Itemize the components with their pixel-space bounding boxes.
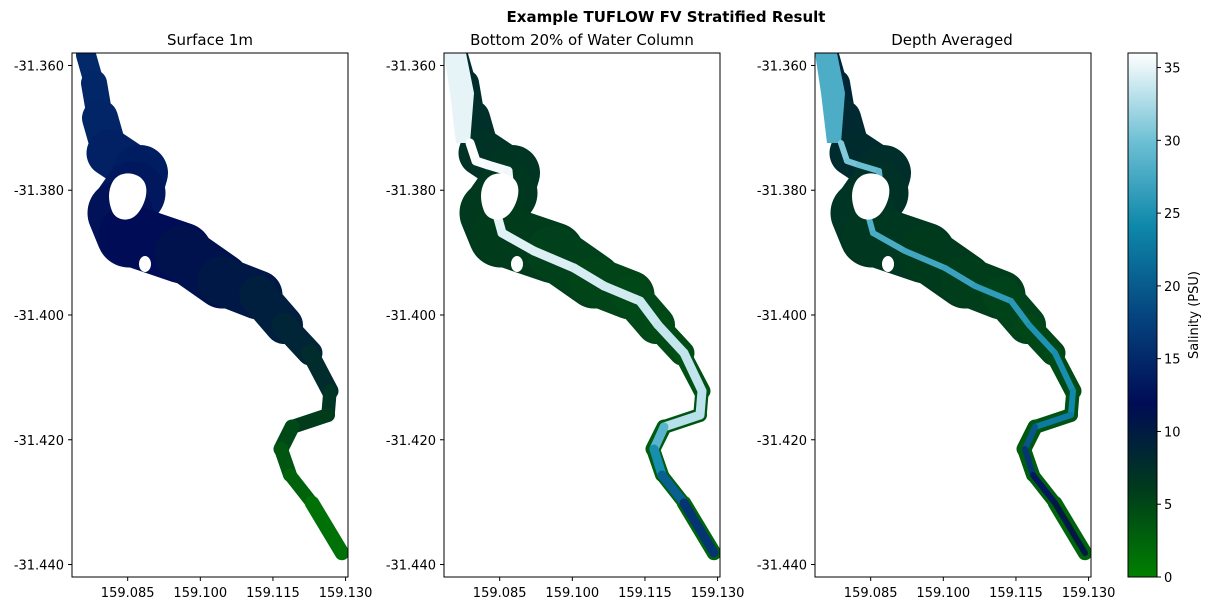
plot-area (815, 53, 1091, 561)
salt-wedge-channel (529, 246, 579, 273)
estuary-segment (304, 495, 348, 561)
salt-wedge-channel (902, 248, 948, 271)
panel-title: Bottom 20% of Water Column (470, 31, 694, 49)
colorbar: 0 5 10 15 20 25 30 35 Salinity (PSU) (1127, 52, 1202, 586)
y-axis: -31.360 -31.380 -31.400 -31.420 -31.440 (757, 59, 815, 574)
x-tick-label: 159.100 (173, 586, 227, 601)
island (852, 173, 890, 220)
y-tick-label: -31.440 (757, 559, 807, 574)
figure-title: Example TUFLOW FV Stratified Result (507, 8, 826, 26)
x-tick-label: 159.100 (916, 586, 970, 601)
y-tick-label: -31.400 (386, 309, 436, 324)
y-tick-label: -31.440 (386, 559, 436, 574)
y-tick-label: -31.440 (14, 559, 64, 574)
salt-wedge-channel (1068, 388, 1076, 418)
salt-wedge-channel (497, 228, 539, 256)
y-tick-label: -31.360 (14, 59, 64, 74)
island (109, 173, 147, 220)
salt-wedge-channel (1022, 446, 1036, 478)
colorbar-tick-label: 10 (1164, 425, 1181, 440)
salt-wedge-channel (1026, 322, 1058, 356)
plot-area (444, 53, 720, 561)
panel-bottom: Bottom 20% of Water Column 159.085 159.10… (386, 31, 745, 601)
y-tick-label: -31.400 (757, 309, 807, 324)
colorbar-tick-label: 15 (1164, 353, 1181, 368)
channel-entrance (444, 53, 474, 143)
colorbar-tick-label: 30 (1164, 134, 1181, 149)
channel-entrance (815, 53, 845, 143)
x-axis: 159.085 159.100 159.115 159.130 (473, 577, 745, 601)
salt-wedge-channel (1052, 500, 1088, 556)
salt-wedge-channel (838, 140, 850, 164)
colorbar-ticks: 0 5 10 15 20 25 30 35 (1157, 62, 1181, 586)
y-tick-label: -31.400 (14, 309, 64, 324)
salt-wedge-channel (1008, 298, 1032, 328)
plot-area (76, 53, 348, 561)
salt-wedge-channel (635, 296, 663, 330)
y-axis: -31.360 -31.380 -31.400 -31.420 -31.440 (14, 59, 72, 574)
colorbar-label: Salinity (PSU) (1187, 271, 1202, 359)
salt-wedge-channel (1022, 424, 1038, 452)
colorbar-tick-label: 20 (1164, 280, 1181, 295)
x-tick-label: 159.115 (618, 586, 672, 601)
colorbar-tick-label: 25 (1164, 207, 1181, 222)
colorbar-tick-label: 0 (1164, 571, 1172, 586)
islet (511, 256, 523, 272)
colorbar-frame (1127, 52, 1158, 578)
salt-wedge-channel (679, 348, 707, 396)
x-tick-label: 159.130 (691, 586, 745, 601)
y-tick-label: -31.420 (14, 434, 64, 449)
salt-wedge-channel (972, 283, 1014, 304)
salt-wedge-channel (653, 320, 689, 358)
y-tick-label: -31.380 (14, 184, 64, 199)
panel-depth-averaged: Depth Averaged 159.085 159.100 159.115 159.… (757, 31, 1116, 601)
x-axis: 159.085 159.100 159.115 159.130 (844, 577, 1116, 601)
salt-wedge-channel (856, 162, 882, 174)
x-tick-label: 159.085 (473, 586, 527, 601)
salt-wedge-channel (1052, 350, 1076, 394)
salt-wedge-channel (659, 410, 705, 432)
colorbar-gradient (1128, 53, 1157, 577)
x-tick-label: 159.085 (101, 586, 155, 601)
estuary-segment (301, 344, 339, 400)
salt-wedge-channel (942, 265, 978, 289)
colorbar-tick-label: 5 (1164, 498, 1172, 513)
salt-wedge-channel (599, 281, 645, 306)
y-tick-label: -31.360 (757, 59, 807, 74)
salt-wedge-channel (649, 444, 667, 480)
salt-wedge-channel (1030, 472, 1058, 506)
islet (882, 256, 894, 272)
y-tick-label: -31.380 (757, 184, 807, 199)
island (481, 173, 519, 220)
panel-title: Surface 1m (167, 31, 253, 49)
x-tick-label: 159.085 (844, 586, 898, 601)
x-tick-label: 159.100 (545, 586, 599, 601)
salt-wedge-channel (1032, 412, 1074, 430)
x-axis: 159.085 159.100 159.115 159.130 (101, 577, 373, 601)
salt-wedge-channel (679, 498, 719, 558)
y-tick-label: -31.360 (386, 59, 436, 74)
salt-wedge-channel (870, 230, 908, 254)
y-tick-label: -31.380 (386, 184, 436, 199)
islet (139, 256, 151, 272)
y-tick-label: -31.420 (757, 434, 807, 449)
colorbar-tick-label: 35 (1164, 62, 1181, 77)
x-tick-label: 159.130 (319, 586, 373, 601)
y-tick-label: -31.420 (386, 434, 436, 449)
panel-title: Depth Averaged (891, 31, 1013, 49)
x-tick-label: 159.115 (246, 586, 300, 601)
panel-surface: Surface 1m 159.085 159.100 159.115 159.130 … (14, 31, 373, 601)
y-axis: -31.360 -31.380 -31.400 -31.420 -31.440 (386, 59, 444, 574)
salt-wedge-channel (569, 263, 609, 291)
salt-wedge-channel (657, 470, 689, 508)
x-tick-label: 159.130 (1062, 586, 1116, 601)
x-tick-label: 159.115 (989, 586, 1043, 601)
